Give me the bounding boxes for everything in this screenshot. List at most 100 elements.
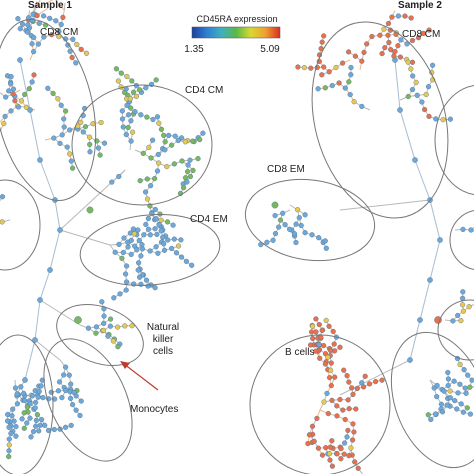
tree-node-472 <box>291 231 298 237</box>
tree-node-239 <box>178 254 185 260</box>
tree-node-177 <box>170 222 176 228</box>
tree-node-279 <box>115 344 121 350</box>
tree-node-63 <box>2 113 8 120</box>
tree-node-303 <box>59 395 65 401</box>
tree-node-113 <box>138 112 144 118</box>
tree-node-455 <box>296 215 302 221</box>
tree-node-145 <box>156 120 162 126</box>
tree-node-582 <box>325 411 331 417</box>
tree-node-70 <box>69 165 76 171</box>
tree-node-39 <box>74 41 80 48</box>
tree-node-160 <box>156 160 162 166</box>
tree-node-499 <box>350 391 356 398</box>
tree-node-473 <box>276 224 282 230</box>
tree-node-598 <box>451 378 457 384</box>
tree-node-204 <box>141 232 147 238</box>
tree-node-478 <box>272 213 278 219</box>
tree-node-381 <box>361 49 367 56</box>
tree-node-31 <box>48 32 55 38</box>
tree-node-553 <box>319 327 325 334</box>
tree-node-344 <box>14 401 21 407</box>
tree-node-41 <box>83 50 90 56</box>
tree-node-490 <box>434 316 442 324</box>
tree-node-144 <box>158 126 165 132</box>
tree-node-417 <box>348 64 354 71</box>
tree-node-115 <box>150 116 156 123</box>
tree-node-321 <box>38 383 44 389</box>
tree-node-500 <box>349 385 355 391</box>
tree-node-2 <box>37 157 43 163</box>
tree-node-411 <box>359 103 365 110</box>
tree-node-487 <box>460 289 466 295</box>
tree-node-362 <box>21 390 27 397</box>
colorbar-max-label: 5.09 <box>260 44 280 55</box>
tree-edge <box>59 169 126 231</box>
tree-node-371 <box>397 107 403 113</box>
tree-node-355 <box>6 424 12 430</box>
tree-node-497 <box>337 396 343 403</box>
tree-node-283 <box>129 323 135 329</box>
tree-node-71 <box>59 132 65 138</box>
tree-node-8 <box>22 377 28 383</box>
tree-node-376 <box>417 317 423 323</box>
tree-node-49 <box>18 98 25 104</box>
tree-node-423 <box>409 86 416 93</box>
tree-node-421 <box>315 86 321 92</box>
s1-label-monocytes: Monocytes <box>130 404 178 415</box>
tree-node-91 <box>87 149 93 155</box>
tree-node-367 <box>21 410 27 416</box>
tree-node-348 <box>13 424 19 430</box>
tree-node-43 <box>58 21 64 28</box>
tree-node-585 <box>350 421 356 427</box>
tree-node-390 <box>395 13 402 19</box>
tree-node-81 <box>78 119 84 126</box>
tree-node-503 <box>341 367 347 373</box>
tree-node-64 <box>1 120 7 127</box>
tree-node-494 <box>340 407 346 413</box>
tree-node-159 <box>197 137 203 143</box>
tree-node-123 <box>133 93 140 100</box>
ellipse-s1-cd4cm <box>71 84 213 206</box>
tree-node-571 <box>319 452 326 458</box>
tree-node-46 <box>40 13 47 19</box>
tree-node-248 <box>128 251 134 258</box>
tree-node-294 <box>73 407 79 413</box>
tree-node-161 <box>154 168 161 174</box>
tree-node-310 <box>40 395 46 401</box>
tree-node-465 <box>323 245 329 251</box>
tree-node-463 <box>316 235 322 241</box>
tree-node-116 <box>119 108 125 114</box>
tree-node-231 <box>155 250 161 256</box>
tree-node-537 <box>330 328 336 335</box>
tree-node-146 <box>154 114 161 120</box>
tree-node-205 <box>147 232 153 238</box>
tree-node-264 <box>85 325 92 331</box>
tree-node-223 <box>165 237 171 243</box>
tree-node-50 <box>22 91 28 98</box>
tree-edge <box>39 269 51 301</box>
tree-node-164 <box>137 178 143 184</box>
s1-label-cd4cm: CD4 CM <box>185 85 223 96</box>
tree-node-155 <box>182 139 189 145</box>
tree-node-236 <box>156 222 162 228</box>
tree-node-335 <box>37 422 43 428</box>
colorbar-title: CD45RA expression <box>196 14 277 24</box>
tree-node-84 <box>82 124 89 130</box>
tree-edge <box>59 5 65 11</box>
tree-node-167 <box>144 196 151 202</box>
tree-node-33 <box>62 36 69 42</box>
ellipse-s2-right-bottom <box>390 331 474 469</box>
tree-node-368 <box>19 416 25 422</box>
tree-node-509 <box>359 380 365 386</box>
tree-node-119 <box>121 89 128 96</box>
tree-node-74 <box>62 108 69 114</box>
tree-node-601 <box>447 388 453 394</box>
tree-node-149 <box>179 135 185 141</box>
tree-node-372 <box>412 157 418 163</box>
tree-node-425 <box>410 73 416 79</box>
tree-node-600 <box>462 385 468 391</box>
tree-node-319 <box>35 394 41 400</box>
tree-node-265 <box>93 324 100 330</box>
tree-node-95 <box>101 140 108 146</box>
tree-node-262 <box>0 219 5 225</box>
